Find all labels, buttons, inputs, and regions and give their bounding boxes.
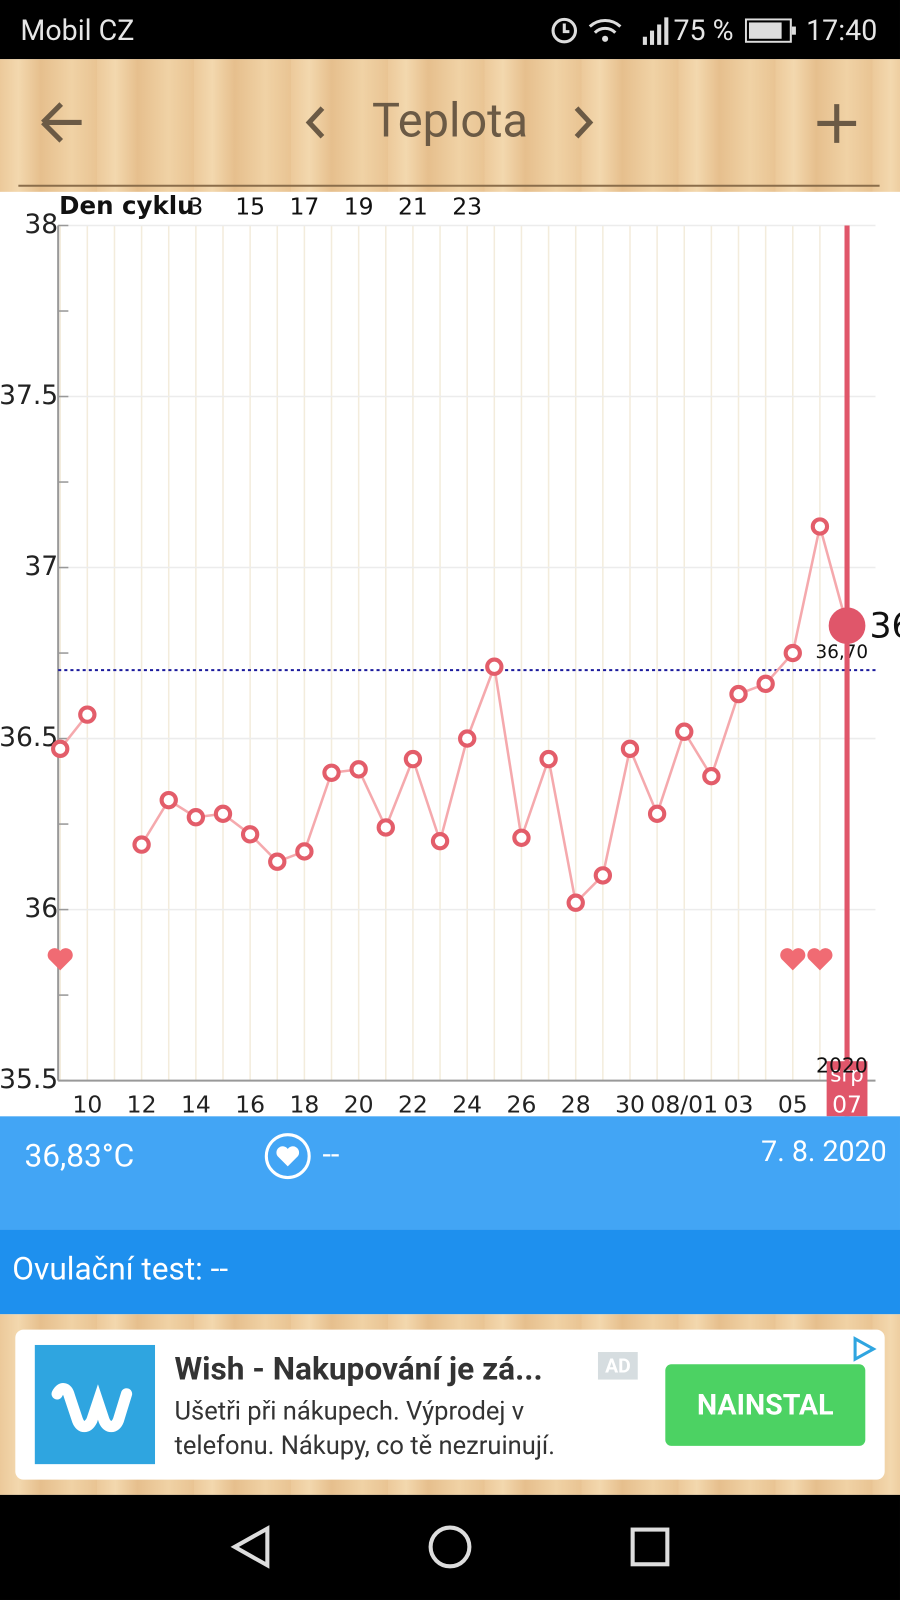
ad-icon: [34, 1344, 156, 1465]
point: [295, 842, 314, 861]
x-tick-label: 14: [181, 1091, 211, 1117]
cycle-day: 21: [398, 193, 428, 221]
x-tick-label: 07: [832, 1091, 862, 1117]
point: [702, 767, 721, 786]
y-tick-label: 36: [24, 893, 58, 924]
x-tick-label: 30: [615, 1091, 645, 1117]
x-tick-label: 18: [289, 1091, 319, 1117]
point: [51, 739, 70, 759]
y-tick-label: 37: [24, 551, 58, 582]
x-tick-label: 16: [235, 1091, 265, 1117]
point: [213, 804, 233, 823]
point: [186, 808, 206, 827]
point: [322, 763, 341, 782]
point: [403, 749, 423, 769]
cycle-day: 23: [452, 193, 482, 221]
point: [430, 831, 450, 851]
cycle-day: 15: [235, 193, 265, 221]
selected-point: [828, 607, 866, 645]
back-button[interactable]: [41, 102, 82, 143]
add-button[interactable]: [817, 104, 857, 143]
point: [647, 804, 667, 823]
point: [593, 866, 613, 885]
point: [349, 760, 368, 779]
x-tick-label: 10: [72, 1091, 102, 1117]
point: [539, 749, 558, 769]
y-tick-label: 36.5: [0, 722, 58, 753]
ad-title: Wish - Nakupování je zá...: [174, 1349, 543, 1388]
y-tick-label: 38: [24, 209, 58, 240]
install-button[interactable]: NAINSTAL: [665, 1364, 866, 1446]
carrier: Mobil CZ: [20, 13, 135, 47]
selected-year: 2020: [816, 1053, 868, 1077]
point: [268, 852, 287, 871]
x-tick-label: 24: [452, 1091, 482, 1117]
point: [512, 828, 531, 847]
point: [376, 818, 395, 837]
cycle-day: 19: [344, 193, 374, 221]
point: [729, 684, 748, 704]
x-tick-label: 26: [507, 1091, 537, 1117]
ad-description: Ušetři při nákupech. Výprodej v telefonu…: [174, 1396, 555, 1462]
ad-choices[interactable]: [850, 1336, 879, 1363]
temperature: 36,83°C: [24, 1136, 135, 1175]
ovulation-bar[interactable]: Ovulační test: --: [0, 1229, 900, 1315]
nav-home[interactable]: [428, 1525, 472, 1569]
nav-bar: [0, 1494, 900, 1600]
heart: [807, 948, 833, 971]
battery-percent: 75 %: [673, 13, 734, 47]
header-icons: [18, 102, 880, 187]
x-tick-label: 28: [561, 1091, 591, 1117]
heart: [780, 948, 806, 971]
day-panel: 36,83°C -- 7. 8. 2020: [0, 1116, 900, 1230]
x-tick-label: 03: [724, 1091, 754, 1117]
nav-back[interactable]: [230, 1525, 270, 1569]
status-bar: Mobil CZ 75 % 17:40: [0, 0, 900, 60]
cycle-label: Den cyklu: [59, 192, 194, 220]
prev-button[interactable]: [305, 106, 325, 139]
point: [132, 835, 151, 854]
point: [810, 517, 830, 536]
screen-title: Teplota: [371, 93, 529, 149]
clock: 17:40: [806, 13, 878, 47]
nav-recent[interactable]: [630, 1527, 670, 1567]
next-button[interactable]: [574, 106, 594, 139]
point: [240, 825, 260, 844]
ad-area: Wish - Nakupování je zá... AD Ušetři při…: [0, 1314, 900, 1495]
x-tick-label: 05: [778, 1091, 808, 1117]
point: [783, 643, 802, 663]
y-tick-label: 37.5: [0, 380, 58, 411]
y-tick-label: 35.5: [0, 1064, 58, 1095]
x-tick-label: 22: [398, 1091, 428, 1117]
point: [756, 674, 775, 694]
mood-icon[interactable]: [263, 1132, 314, 1183]
battery-icon: [744, 18, 796, 43]
point: [566, 893, 585, 912]
ovulation-test: Ovulační test: --: [12, 1249, 229, 1288]
reference-label: 36,70: [816, 642, 869, 663]
point: [458, 729, 477, 748]
heart: [47, 948, 73, 971]
point: [485, 657, 504, 676]
x-tick-label: 08/01: [650, 1091, 718, 1117]
nav-icons: [230, 1525, 670, 1569]
ad-card[interactable]: Wish - Nakupování je zá... AD Ušetři při…: [15, 1329, 885, 1480]
ad-badge: AD: [597, 1352, 638, 1380]
x-tick-label: 12: [127, 1091, 157, 1117]
selected-value-label: 36,83: [869, 607, 899, 647]
x-tick-label: 20: [344, 1091, 374, 1117]
point: [675, 722, 694, 741]
cycle-day: 17: [289, 193, 319, 221]
cycle-day: 3: [188, 193, 203, 221]
point: [620, 739, 640, 759]
point: [159, 790, 178, 810]
selected-month: srp: [830, 1063, 864, 1088]
date: 7. 8. 2020: [761, 1134, 887, 1169]
header: Teplota: [0, 59, 900, 192]
point: [78, 705, 97, 724]
status-icons: [551, 17, 669, 45]
mood: --: [322, 1136, 340, 1173]
